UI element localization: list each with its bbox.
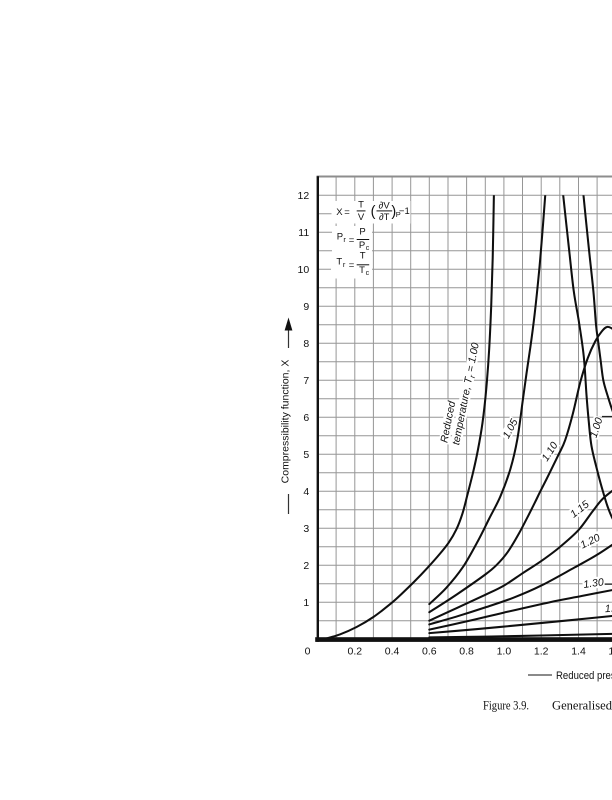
svg-text:T: T <box>360 251 366 262</box>
svg-text:1.30: 1.30 <box>583 576 605 591</box>
svg-text:P: P <box>359 227 365 238</box>
svg-text:=: = <box>344 207 350 218</box>
svg-text:∂T: ∂T <box>379 212 390 223</box>
svg-text:2: 2 <box>303 560 309 572</box>
svg-text:(: ( <box>371 204 376 220</box>
svg-text:0.2: 0.2 <box>347 645 362 657</box>
svg-text:4: 4 <box>303 486 309 498</box>
svg-text:P: P <box>396 210 401 219</box>
svg-text:0.8: 0.8 <box>459 645 474 657</box>
svg-text:6: 6 <box>303 412 309 424</box>
svg-text:1.4: 1.4 <box>571 645 586 657</box>
svg-text:8: 8 <box>303 338 309 350</box>
svg-text:=: = <box>349 235 355 246</box>
svg-text:r: r <box>343 235 346 244</box>
svg-text:0: 0 <box>305 645 311 657</box>
svg-text:9: 9 <box>303 301 309 313</box>
svg-text:∂V: ∂V <box>379 200 391 211</box>
svg-text:V: V <box>358 212 365 223</box>
svg-text:Reduced pressure, P: Reduced pressure, P <box>556 670 612 682</box>
svg-text:11: 11 <box>298 227 309 239</box>
svg-text:−1: −1 <box>399 206 410 217</box>
svg-text:T: T <box>358 200 364 211</box>
svg-text:r: r <box>343 260 346 269</box>
svg-text:): ) <box>391 204 396 220</box>
svg-text:=: = <box>349 260 355 271</box>
svg-text:3: 3 <box>303 523 309 535</box>
svg-text:Figure 3.9.: Figure 3.9. <box>483 698 529 713</box>
svg-text:c: c <box>366 270 370 277</box>
svg-text:7: 7 <box>303 375 309 387</box>
svg-text:Compressibility function, X: Compressibility function, X <box>280 360 292 484</box>
svg-text:1.6: 1.6 <box>608 645 612 657</box>
svg-text:T: T <box>359 265 365 276</box>
svg-text:0.6: 0.6 <box>422 645 437 657</box>
svg-text:1.40: 1.40 <box>604 602 612 616</box>
svg-text:12: 12 <box>298 190 310 202</box>
svg-text:10: 10 <box>298 264 310 276</box>
svg-text:T: T <box>336 257 342 268</box>
svg-text:1.0: 1.0 <box>497 645 512 657</box>
svg-text:c: c <box>366 245 370 252</box>
svg-text:X: X <box>336 207 343 218</box>
svg-text:0.4: 0.4 <box>385 645 400 657</box>
svg-text:P: P <box>359 240 365 251</box>
svg-text:1.2: 1.2 <box>534 645 549 657</box>
svg-text:5: 5 <box>303 449 309 461</box>
svg-text:P: P <box>337 232 343 243</box>
svg-text:Generalised: Generalised <box>552 698 612 713</box>
svg-text:1: 1 <box>303 597 309 609</box>
